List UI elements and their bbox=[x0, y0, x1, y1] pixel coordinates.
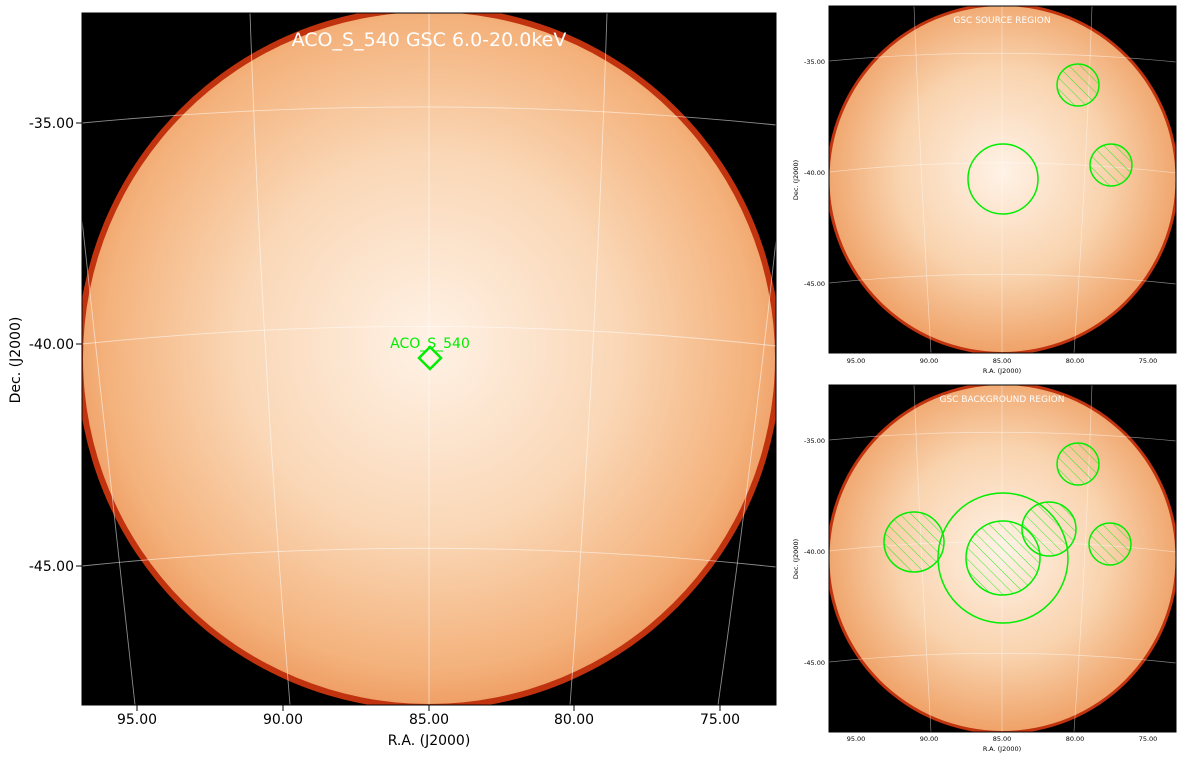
y-axis-label: Dec. (J2000) bbox=[8, 317, 24, 404]
y-axis-label: Dec. (J2000) bbox=[792, 539, 800, 579]
excluded-region-circle bbox=[883, 511, 945, 573]
dec-tick-label: -45.00 bbox=[804, 280, 825, 288]
dec-tick-label: -35.00 bbox=[29, 116, 74, 132]
target-label: ACO_S_540 bbox=[390, 336, 470, 352]
excluded-region-circle bbox=[1056, 63, 1100, 107]
dec-tick-label: -40.00 bbox=[804, 548, 825, 556]
y-axis-label: Dec. (J2000) bbox=[792, 160, 800, 200]
x-axis-label: R.A. (J2000) bbox=[983, 745, 1021, 753]
x-axis-label: R.A. (J2000) bbox=[983, 367, 1021, 375]
image-frame bbox=[828, 384, 1177, 733]
image-frame bbox=[828, 5, 1177, 354]
ra-tick-label: 85.00 bbox=[409, 712, 449, 728]
source-region-panel: GSC SOURCE REGION 95.00 90.00 85.00 80.0… bbox=[788, 0, 1182, 380]
ra-tick-label: 75.00 bbox=[1139, 357, 1158, 365]
background-region-panel: GSC BACKGROUND REGION 95.00 90.00 85.00 … bbox=[788, 380, 1182, 758]
coordinate-grid bbox=[82, 13, 776, 705]
background-region-svg: GSC BACKGROUND REGION 95.00 90.00 85.00 … bbox=[792, 384, 1177, 753]
dec-tick-label: -45.00 bbox=[804, 659, 825, 667]
ra-tick-label: 75.00 bbox=[700, 712, 740, 728]
ra-tick-label: 85.00 bbox=[993, 357, 1012, 365]
ra-tick-label: 80.00 bbox=[1066, 735, 1085, 743]
source-region-circle bbox=[967, 143, 1039, 215]
ra-tick-label: 95.00 bbox=[847, 357, 866, 365]
ra-tick-label: 90.00 bbox=[920, 357, 939, 365]
main-image-svg: ACO_S_540 GSC 6.0-20.0keV ACO_S_540 95.0… bbox=[8, 12, 777, 749]
ra-tick-label: 90.00 bbox=[920, 735, 939, 743]
ra-tick-marks bbox=[76, 122, 721, 711]
ra-tick-label: 80.00 bbox=[1066, 357, 1085, 365]
ra-tick-label: 95.00 bbox=[117, 712, 157, 728]
ra-tick-label: 75.00 bbox=[1139, 735, 1158, 743]
excluded-region-circle bbox=[1088, 522, 1132, 566]
ra-tick-label: 85.00 bbox=[993, 735, 1012, 743]
excluded-region-circle bbox=[1021, 501, 1077, 557]
dec-tick-label: -35.00 bbox=[804, 437, 825, 445]
source-region-svg: GSC SOURCE REGION 95.00 90.00 85.00 80.0… bbox=[792, 5, 1177, 375]
main-image-panel: ACO_S_540 GSC 6.0-20.0keV ACO_S_540 95.0… bbox=[8, 12, 777, 749]
dec-tick-label: -40.00 bbox=[29, 337, 74, 353]
ra-tick-label: 80.00 bbox=[554, 712, 594, 728]
excluded-source-circle bbox=[965, 520, 1041, 596]
x-axis-label: R.A. (J2000) bbox=[388, 733, 471, 749]
excluded-region-circle bbox=[1056, 442, 1100, 486]
dec-tick-label: -40.00 bbox=[804, 169, 825, 177]
source-panel-title: GSC SOURCE REGION bbox=[953, 16, 1050, 26]
main-title: ACO_S_540 GSC 6.0-20.0keV bbox=[292, 29, 567, 51]
excluded-region-circle bbox=[1089, 143, 1133, 187]
dec-tick-label: -45.00 bbox=[29, 559, 74, 575]
ra-tick-label: 90.00 bbox=[263, 712, 303, 728]
ra-tick-label: 95.00 bbox=[847, 735, 866, 743]
dec-tick-label: -35.00 bbox=[804, 58, 825, 66]
background-panel-title: GSC BACKGROUND REGION bbox=[940, 395, 1065, 405]
target-marker-diamond bbox=[417, 345, 443, 371]
